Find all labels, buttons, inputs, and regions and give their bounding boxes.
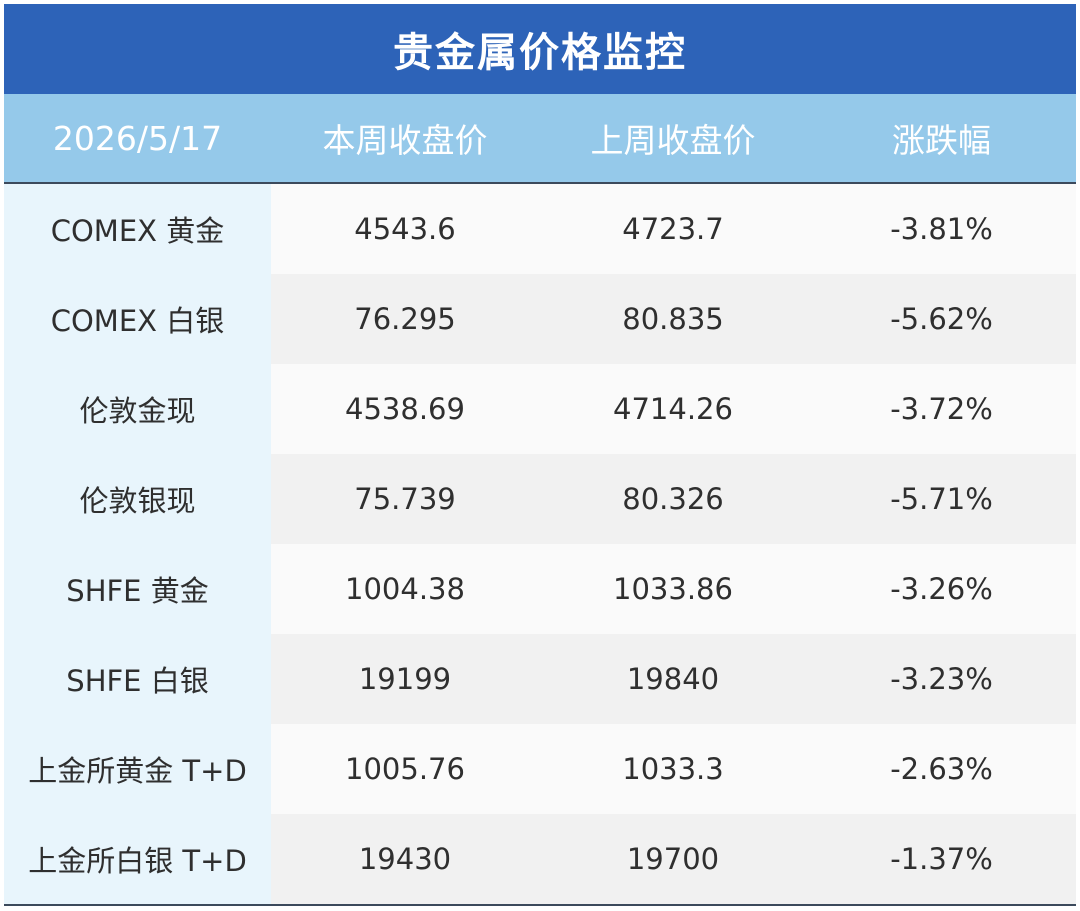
table-row: SHFE 白银 19199 19840 -3.23%	[4, 634, 1076, 724]
row-label: 上金所黄金 T+D	[4, 724, 271, 814]
row-label: SHFE 黄金	[4, 544, 271, 634]
change-pct: -2.63%	[807, 724, 1076, 814]
last-week-close: 80.326	[539, 454, 807, 544]
change-pct: -3.26%	[807, 544, 1076, 634]
header-change-pct: 涨跌幅	[892, 121, 991, 160]
table-row: SHFE 黄金 1004.38 1033.86 -3.26%	[4, 544, 1076, 634]
table-row: 伦敦银现 75.739 80.326 -5.71%	[4, 454, 1076, 544]
change-pct: -3.23%	[807, 634, 1076, 724]
row-label: 上金所白银 T+D	[4, 814, 271, 904]
table-body: COMEX 黄金 4543.6 4723.7 -3.81% COMEX 白银 7…	[4, 184, 1076, 904]
header-last-week-close: 上周收盘价	[590, 121, 756, 160]
header-row: 2026/5/17 本周收盘价 上周收盘价 涨跌幅	[4, 94, 1076, 184]
last-week-close: 19700	[539, 814, 807, 904]
change-pct: -1.37%	[807, 814, 1076, 904]
table-row: 上金所黄金 T+D 1005.76 1033.3 -2.63%	[4, 724, 1076, 814]
this-week-close: 19430	[271, 814, 539, 904]
last-week-close: 80.835	[539, 274, 807, 364]
table-bottom-border	[4, 904, 1076, 906]
last-week-close: 19840	[539, 634, 807, 724]
price-monitor-table: 贵金属价格监控 2026/5/17 本周收盘价 上周收盘价 涨跌幅 COMEX …	[4, 4, 1076, 908]
change-pct: -3.72%	[807, 364, 1076, 454]
this-week-close: 19199	[271, 634, 539, 724]
this-week-close: 4543.6	[271, 184, 539, 274]
table-row: 上金所白银 T+D 19430 19700 -1.37%	[4, 814, 1076, 904]
last-week-close: 4714.26	[539, 364, 807, 454]
table-row: COMEX 白银 76.295 80.835 -5.62%	[4, 274, 1076, 364]
this-week-close: 1005.76	[271, 724, 539, 814]
table-row: 伦敦金现 4538.69 4714.26 -3.72%	[4, 364, 1076, 454]
header-this-week-close: 本周收盘价	[322, 121, 488, 160]
this-week-close: 75.739	[271, 454, 539, 544]
this-week-close: 76.295	[271, 274, 539, 364]
this-week-close: 4538.69	[271, 364, 539, 454]
last-week-close: 1033.3	[539, 724, 807, 814]
row-label: 伦敦银现	[4, 454, 271, 544]
last-week-close: 4723.7	[539, 184, 807, 274]
this-week-close: 1004.38	[271, 544, 539, 634]
row-label: COMEX 白银	[4, 274, 271, 364]
row-label: COMEX 黄金	[4, 184, 271, 274]
change-pct: -5.62%	[807, 274, 1076, 364]
change-pct: -5.71%	[807, 454, 1076, 544]
change-pct: -3.81%	[807, 184, 1076, 274]
last-week-close: 1033.86	[539, 544, 807, 634]
row-label: SHFE 白银	[4, 634, 271, 724]
table-row: COMEX 黄金 4543.6 4723.7 -3.81%	[4, 184, 1076, 274]
header-date: 2026/5/17	[52, 118, 223, 158]
table-title: 贵金属价格监控	[4, 4, 1076, 94]
row-label: 伦敦金现	[4, 364, 271, 454]
